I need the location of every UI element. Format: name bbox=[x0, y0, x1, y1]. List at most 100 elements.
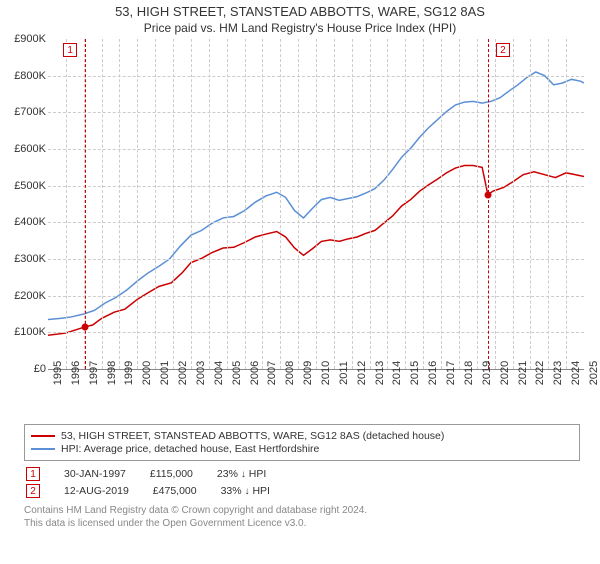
footer: Contains HM Land Registry data © Crown c… bbox=[24, 504, 580, 530]
marker-badge-2: 2 bbox=[496, 43, 510, 57]
legend-label: 53, HIGH STREET, STANSTEAD ABBOTTS, WARE… bbox=[61, 430, 444, 442]
gridline-v bbox=[352, 39, 353, 369]
x-axis-label: 2006 bbox=[249, 361, 261, 385]
x-axis-label: 1995 bbox=[52, 361, 64, 385]
plot-area: 12 bbox=[48, 39, 584, 369]
gridline-v bbox=[227, 39, 228, 369]
bottom-panel: 53, HIGH STREET, STANSTEAD ABBOTTS, WARE… bbox=[24, 424, 580, 530]
gridline-v bbox=[405, 39, 406, 369]
marker-line-1 bbox=[85, 39, 86, 369]
x-axis-label: 1997 bbox=[88, 361, 100, 385]
x-axis-label: 2009 bbox=[302, 361, 314, 385]
legend-item: HPI: Average price, detached house, East… bbox=[31, 443, 573, 455]
x-axis-label: 1996 bbox=[70, 361, 82, 385]
gridline-v bbox=[173, 39, 174, 369]
gridline-v bbox=[495, 39, 496, 369]
gridline-v bbox=[280, 39, 281, 369]
y-axis-label: £100K bbox=[14, 326, 46, 338]
x-axis-label: 1998 bbox=[106, 361, 118, 385]
sale-price: £475,000 bbox=[153, 485, 197, 497]
chart-subtitle: Price paid vs. HM Land Registry's House … bbox=[0, 21, 600, 35]
sale-vs-hpi: 23% ↓ HPI bbox=[217, 468, 266, 480]
y-axis-label: £300K bbox=[14, 253, 46, 265]
y-axis-label: £0 bbox=[34, 363, 46, 375]
gridline-v bbox=[316, 39, 317, 369]
x-axis-label: 2016 bbox=[427, 361, 439, 385]
x-axis-label: 2005 bbox=[231, 361, 243, 385]
gridline-v bbox=[459, 39, 460, 369]
gridline-v bbox=[513, 39, 514, 369]
x-axis-label: 2000 bbox=[141, 361, 153, 385]
y-axis-label: £200K bbox=[14, 290, 46, 302]
gridline-v bbox=[102, 39, 103, 369]
sales-list: 1 30-JAN-1997 £115,000 23% ↓ HPI 2 12-AUG-201… bbox=[24, 467, 580, 498]
sale-badge: 2 bbox=[26, 484, 40, 498]
x-axis-label: 1999 bbox=[123, 361, 135, 385]
x-axis-label: 2001 bbox=[159, 361, 171, 385]
gridline-v bbox=[66, 39, 67, 369]
y-axis-label: £700K bbox=[14, 106, 46, 118]
marker-line-2 bbox=[488, 39, 489, 369]
footer-line1: Contains HM Land Registry data © Crown c… bbox=[24, 504, 580, 517]
sale-date: 30-JAN-1997 bbox=[64, 468, 126, 480]
gridline-v bbox=[370, 39, 371, 369]
gridline-v bbox=[298, 39, 299, 369]
gridline-v bbox=[441, 39, 442, 369]
y-axis-label: £500K bbox=[14, 180, 46, 192]
gridline-v bbox=[530, 39, 531, 369]
y-axis-label: £800K bbox=[14, 70, 46, 82]
x-axis-label: 2013 bbox=[374, 361, 386, 385]
legend-box: 53, HIGH STREET, STANSTEAD ABBOTTS, WARE… bbox=[24, 424, 580, 461]
gridline-v bbox=[423, 39, 424, 369]
y-axis-label: £600K bbox=[14, 143, 46, 155]
legend-swatch bbox=[31, 435, 55, 437]
x-axis-label: 2019 bbox=[481, 361, 493, 385]
legend-swatch bbox=[31, 448, 55, 450]
gridline-v bbox=[191, 39, 192, 369]
y-axis-label: £400K bbox=[14, 216, 46, 228]
x-axis-label: 2014 bbox=[391, 361, 403, 385]
x-axis-label: 2017 bbox=[445, 361, 457, 385]
chart-area: 12 £0£100K£200K£300K£400K£500K£600K£700K… bbox=[34, 39, 594, 399]
x-axis-label: 2007 bbox=[266, 361, 278, 385]
gridline-v bbox=[262, 39, 263, 369]
x-axis-label: 2020 bbox=[499, 361, 511, 385]
gridline-v bbox=[209, 39, 210, 369]
x-axis-label: 2010 bbox=[320, 361, 332, 385]
chart-title: 53, HIGH STREET, STANSTEAD ABBOTTS, WARE… bbox=[0, 4, 600, 19]
legend-label: HPI: Average price, detached house, East… bbox=[61, 443, 319, 455]
marker-dot-1 bbox=[82, 323, 89, 330]
sale-vs-hpi: 33% ↓ HPI bbox=[221, 485, 270, 497]
x-axis-label: 2015 bbox=[409, 361, 421, 385]
gridline-v bbox=[548, 39, 549, 369]
gridline-v bbox=[119, 39, 120, 369]
marker-dot-2 bbox=[484, 191, 491, 198]
footer-line2: This data is licensed under the Open Gov… bbox=[24, 517, 580, 530]
sale-row-1: 1 30-JAN-1997 £115,000 23% ↓ HPI bbox=[26, 467, 580, 481]
marker-badge-1: 1 bbox=[63, 43, 77, 57]
gridline-v bbox=[566, 39, 567, 369]
gridline-v bbox=[477, 39, 478, 369]
x-axis-label: 2021 bbox=[517, 361, 529, 385]
sale-row-2: 2 12-AUG-2019 £475,000 33% ↓ HPI bbox=[26, 484, 580, 498]
x-axis-label: 2022 bbox=[534, 361, 546, 385]
x-axis-label: 2024 bbox=[570, 361, 582, 385]
x-axis-label: 2008 bbox=[284, 361, 296, 385]
gridline-v bbox=[137, 39, 138, 369]
sale-badge: 1 bbox=[26, 467, 40, 481]
x-axis-label: 2025 bbox=[588, 361, 600, 385]
x-axis-label: 2004 bbox=[213, 361, 225, 385]
gridline-v bbox=[245, 39, 246, 369]
legend-item: 53, HIGH STREET, STANSTEAD ABBOTTS, WARE… bbox=[31, 430, 573, 442]
x-axis-label: 2023 bbox=[552, 361, 564, 385]
x-axis-label: 2012 bbox=[356, 361, 368, 385]
gridline-v bbox=[334, 39, 335, 369]
x-axis-label: 2018 bbox=[463, 361, 475, 385]
gridline-v bbox=[387, 39, 388, 369]
sale-price: £115,000 bbox=[150, 468, 193, 480]
x-axis-label: 2002 bbox=[177, 361, 189, 385]
x-axis-label: 2003 bbox=[195, 361, 207, 385]
x-axis-label: 2011 bbox=[338, 361, 350, 385]
sale-date: 12-AUG-2019 bbox=[64, 485, 129, 497]
y-axis-label: £900K bbox=[14, 33, 46, 45]
